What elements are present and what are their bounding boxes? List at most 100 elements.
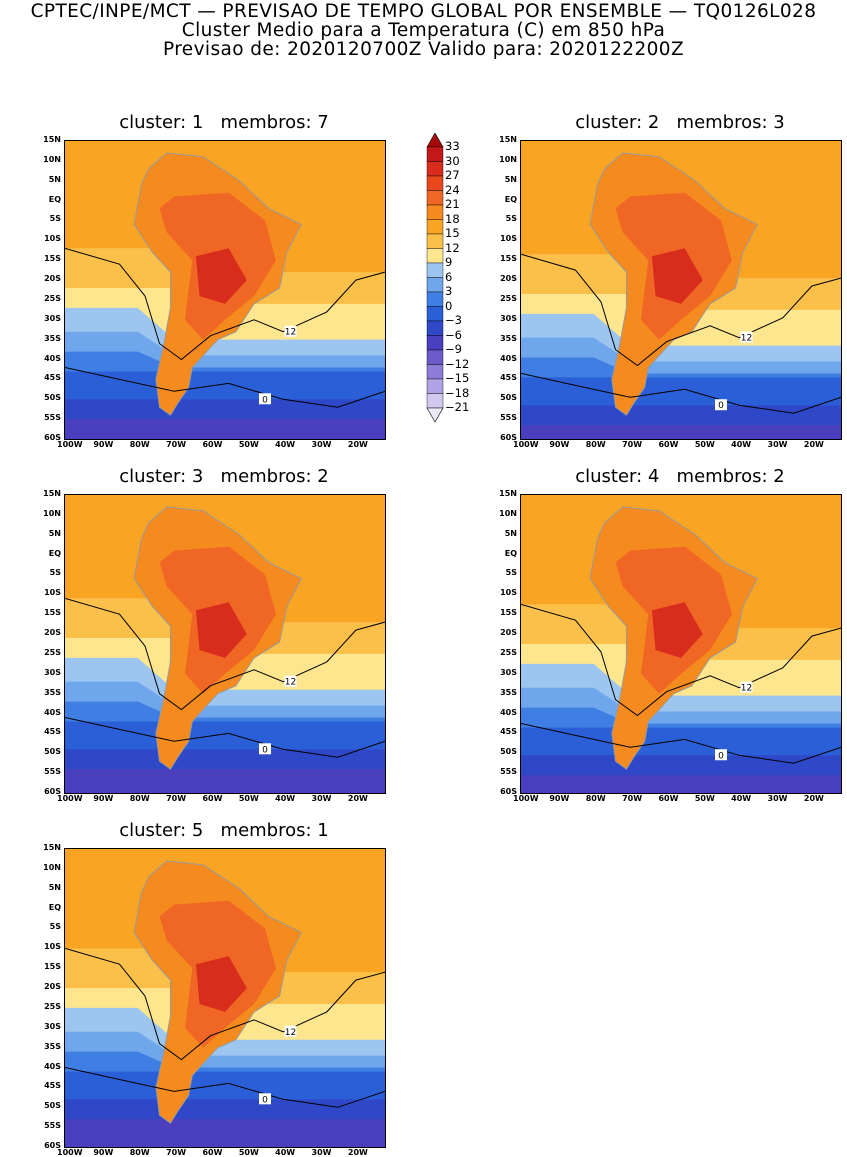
lon-tick-label: 80W	[129, 1148, 150, 1157]
coastline	[589, 506, 759, 770]
colorbar-swatch	[426, 248, 444, 264]
colorbar-swatch	[426, 146, 444, 162]
lat-tick-label: 35S	[44, 1041, 61, 1051]
colorbar-label: 30	[445, 153, 460, 168]
lon-tick-label: 80W	[129, 440, 150, 449]
temperature-field: 12 0	[521, 141, 841, 439]
map-area: 12 0	[64, 140, 386, 440]
colorbar-label: 0	[445, 298, 453, 313]
panel-title: cluster: 1 membros: 7	[119, 112, 329, 133]
lon-tick-label: 30W	[767, 440, 788, 449]
panel-title: cluster: 3 membros: 2	[119, 466, 329, 487]
colorbar-label: −18	[445, 385, 470, 400]
lat-tick-label: 5S	[49, 568, 61, 578]
colorbar-label: 3	[445, 284, 453, 298]
lon-tick-label: 40W	[275, 440, 296, 449]
contour-label: 12	[285, 328, 296, 338]
lon-tick-label: 60W	[202, 440, 223, 449]
temperature-band	[65, 419, 385, 439]
temperature-band	[521, 775, 841, 793]
lat-tick-label: 10S	[44, 234, 61, 244]
colorbar: 33 30 27 24 21 18 15 12 9 6 3 0 −3 −6 −9 −12 −15 −18 −21	[425, 132, 469, 449]
lat-tick-label: 45S	[44, 1081, 61, 1091]
lon-tick-label: 90W	[549, 794, 570, 803]
lat-tick-label: 40S	[44, 1061, 61, 1071]
colorbar-label: −21	[445, 400, 470, 414]
coastline	[133, 152, 303, 416]
lat-tick-label: EQ	[48, 902, 61, 912]
lat-tick-label: 60S	[500, 433, 517, 442]
lat-tick-label: 30S	[44, 667, 61, 677]
map-area: 12 0	[64, 848, 386, 1148]
panel-title: cluster: 2 membros: 3	[575, 112, 785, 133]
lat-tick-label: 20S	[44, 982, 61, 992]
lat-tick-label: 10N	[43, 508, 61, 518]
contour-label: 12	[285, 678, 296, 688]
contour-0	[521, 723, 841, 764]
lat-tick-label: 30S	[44, 313, 61, 323]
colorbar-swatch	[426, 291, 444, 307]
lat-tick-label: 5S	[49, 922, 61, 932]
temperature-field: 12 0	[65, 849, 385, 1147]
temperature-band	[521, 425, 841, 439]
lat-tick-label: 5S	[505, 568, 517, 578]
lat-tick-label: 55S	[500, 413, 517, 423]
lon-tick-label: 90W	[549, 440, 570, 449]
lat-tick-label: 60S	[44, 433, 61, 442]
contour-label-bg	[715, 399, 727, 411]
contour-0	[65, 717, 385, 758]
contour-label-bg	[284, 675, 297, 687]
lat-tick-label: 15S	[44, 962, 61, 972]
coastline	[133, 506, 303, 770]
lat-tick-label: 25S	[500, 293, 517, 303]
lat-tick-label: 40S	[44, 353, 61, 363]
lon-tick-label: 70W	[166, 794, 187, 803]
lon-tick-label: 20W	[803, 794, 824, 803]
map-area: 12 0	[64, 494, 386, 794]
lat-tick-label: 25S	[44, 293, 61, 303]
lat-tick-label: 55S	[44, 767, 61, 777]
lat-tick-label: 50S	[44, 1101, 61, 1111]
lon-tick-label: 60W	[202, 794, 223, 803]
temperature-field: 12 0	[65, 495, 385, 793]
contour-label: 0	[262, 395, 268, 405]
colorbar-swatch	[426, 335, 444, 351]
lat-tick-label: 50S	[500, 747, 517, 757]
lat-tick-label: EQ	[504, 194, 517, 204]
lon-tick-label: 30W	[311, 794, 332, 803]
contour-label: 12	[741, 684, 752, 694]
lon-tick-label: 20W	[347, 794, 368, 803]
lon-tick-label: 20W	[803, 440, 824, 449]
hot-core-region	[195, 956, 247, 1012]
lat-tick-label: 15N	[43, 843, 61, 852]
lon-tick-label: 90W	[93, 440, 114, 449]
lat-tick-label: 10S	[500, 234, 517, 244]
lat-tick-label: 50S	[44, 393, 61, 403]
lat-tick-label: 15N	[43, 135, 61, 144]
lon-tick-label: 50W	[238, 440, 259, 449]
hot-core-region	[195, 602, 247, 658]
panel-title: cluster: 4 membros: 2	[575, 466, 785, 487]
contour-label: 12	[741, 334, 752, 344]
contour-label-bg	[284, 1025, 297, 1037]
lat-tick-label: 35S	[500, 687, 517, 697]
colorbar-top-arrow	[426, 132, 444, 148]
contour-label-bg	[284, 325, 297, 337]
colorbar-label: 6	[445, 269, 453, 284]
colorbar-swatch	[426, 393, 444, 409]
lat-tick-label: 45S	[500, 373, 517, 383]
hot-core-region	[195, 248, 247, 304]
colorbar-swatch	[426, 175, 444, 191]
lat-tick-label: 55S	[44, 1121, 61, 1131]
lon-tick-label: 20W	[347, 1148, 368, 1157]
colorbar-label: −9	[445, 342, 462, 356]
contour-label-bg	[259, 1093, 271, 1105]
lon-tick-label: 80W	[129, 794, 150, 803]
contour-12	[521, 253, 841, 367]
contour-label-bg	[715, 749, 727, 761]
lat-tick-label: 40S	[500, 353, 517, 363]
lon-tick-label: 60W	[658, 794, 679, 803]
colorbar-swatch	[426, 262, 444, 278]
contour-12	[65, 247, 385, 361]
map-area: 12 0	[520, 494, 842, 794]
